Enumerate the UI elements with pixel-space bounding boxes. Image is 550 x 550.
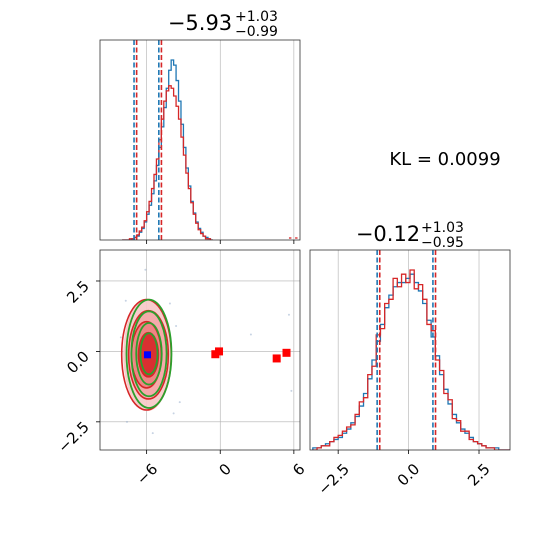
joint-contour-green-2 — [135, 322, 163, 386]
joint-ticks: −6 0 6 −2.5 0.0 2.5 — [54, 277, 308, 488]
joint-scatter-point-9 — [175, 325, 178, 328]
hist-param2-xtick-label-2: 2.5 — [464, 460, 494, 490]
joint-contour-green-0 — [125, 298, 173, 409]
joint-xtick-label-2: 6 — [289, 460, 308, 479]
joint-contour-green-1 — [130, 310, 168, 398]
hist-param1-series-b — [122, 85, 213, 240]
joint-outlier-2 — [272, 354, 281, 363]
joint-scatter-point-2 — [168, 302, 171, 305]
joint-scatter-point-0 — [124, 299, 127, 302]
hist-param1-frame — [99, 39, 301, 241]
joint-frame — [99, 249, 301, 451]
param2-title-upper-error: +1.03 — [421, 220, 464, 236]
param1-title: −5.93 — [168, 11, 232, 35]
joint-scatter-point-5 — [287, 313, 290, 316]
joint-xtick-label-1: 0 — [216, 460, 235, 479]
param1-title-value: −5.93 — [168, 11, 232, 35]
joint-scatter-point-8 — [119, 336, 122, 339]
joint-ytick-label-1: 0.0 — [63, 348, 93, 378]
joint-scatter-point-3 — [172, 412, 175, 415]
joint-scatter-point-6 — [290, 389, 293, 392]
hist-panel-param2: −2.5 0.0 2.5 −0.12 +1.03 −0.95 — [309, 220, 511, 499]
joint-scatter-point-1 — [125, 420, 128, 423]
hist-param1-series-a — [122, 59, 213, 240]
hist-param2-quantile-lines — [376, 250, 437, 450]
hist-param2-xtick-label-1: 0.0 — [394, 460, 424, 490]
hist-param2-series-b — [312, 269, 510, 450]
joint-ytick-label-2: 2.5 — [63, 277, 93, 307]
hist-param2-series-a — [312, 273, 510, 450]
param2-title-value: −0.12 — [356, 222, 420, 246]
param1-title-lower-error: −0.99 — [235, 24, 278, 40]
joint-outlier-markers — [211, 347, 291, 363]
param1-title-upper-error: +1.03 — [235, 9, 278, 25]
hist-param2-xtick-label-0: −2.5 — [314, 460, 352, 498]
joint-outlier-3 — [282, 348, 291, 357]
joint-outlier-1 — [215, 347, 224, 356]
joint-scatter-points — [119, 268, 293, 435]
hist-param1-ticks — [146, 240, 295, 244]
joint-panel: −6 0 6 −2.5 0.0 2.5 — [54, 249, 309, 488]
joint-ytick-label-0: −2.5 — [54, 418, 92, 456]
hist-param1-grid — [146, 40, 295, 240]
hist-param2-frame — [309, 249, 511, 451]
joint-xtick-label-0: −6 — [133, 460, 161, 488]
hist-param1-quantile-lines — [133, 40, 298, 240]
hist-param2-ticks: −2.5 0.0 2.5 — [314, 450, 494, 499]
joint-scatter-point-10 — [144, 268, 147, 271]
kl-annotation: KL = 0.0099 — [389, 149, 500, 170]
hist-panel-param1: −5.93 +1.03 −0.99 — [99, 9, 301, 244]
joint-scatter-point-4 — [178, 401, 181, 404]
hist-param2-grid — [337, 250, 480, 450]
joint-scatter-point-11 — [151, 432, 154, 435]
joint-scatter-point-7 — [249, 333, 252, 336]
joint-contour-green-3 — [139, 332, 159, 376]
joint-median-marker — [143, 351, 151, 359]
param2-title-lower-error: −0.95 — [421, 235, 464, 251]
